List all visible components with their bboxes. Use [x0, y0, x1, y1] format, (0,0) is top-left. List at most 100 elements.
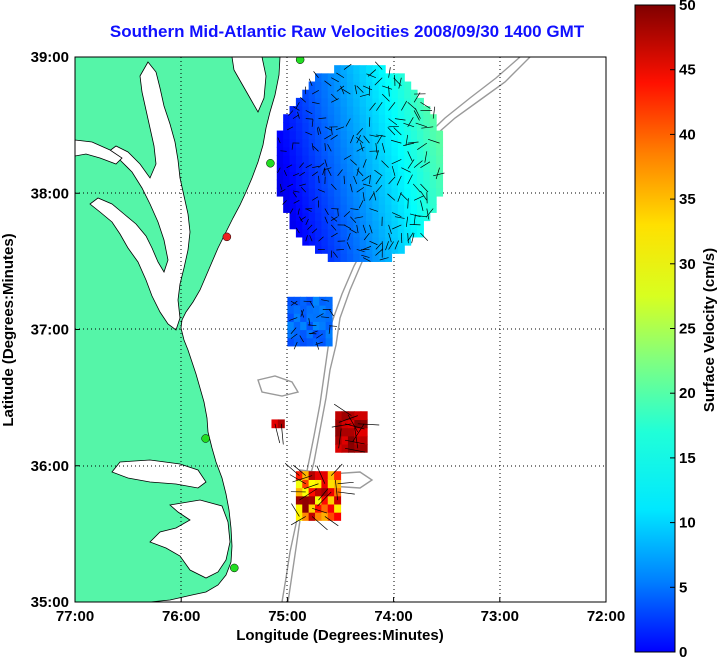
velocity-cell: [340, 97, 348, 107]
velocity-vector: [335, 480, 338, 501]
velocity-cell: [334, 155, 342, 164]
velocity-cell: [306, 337, 314, 347]
velocity-vector: [362, 85, 373, 91]
velocity-cell: [359, 204, 367, 213]
velocity-cell: [416, 171, 424, 181]
velocity-cell: [346, 146, 354, 156]
velocity-cell: [327, 245, 335, 254]
velocity-cell: [289, 212, 297, 222]
velocity-cell: [334, 73, 342, 83]
velocity-vector: [283, 170, 287, 176]
velocity-cell: [436, 130, 444, 140]
velocity-vector: [394, 216, 405, 219]
velocity-cell: [410, 114, 418, 123]
velocity-vector: [328, 325, 331, 334]
velocity-vector: [343, 175, 345, 185]
velocity-vector: [300, 310, 304, 318]
velocity-vector: [420, 232, 429, 242]
velocity-vector: [414, 108, 421, 119]
velocity-cell: [436, 179, 444, 189]
y-tick-label: 38:00: [31, 185, 69, 202]
velocity-vector: [292, 114, 299, 119]
velocity-cell: [404, 122, 412, 132]
velocity-vector: [375, 242, 383, 250]
colorbar-tick-label: 40: [679, 126, 696, 143]
velocity-cell: [287, 337, 295, 347]
velocity-vector: [297, 208, 300, 215]
velocity-vector: [361, 254, 370, 258]
velocity-vector: [316, 465, 326, 484]
velocity-cell: [295, 155, 303, 164]
velocity-cell: [315, 138, 322, 148]
velocity-vector: [337, 208, 339, 217]
velocity-vector: [300, 97, 306, 103]
velocity-vector: [328, 309, 334, 317]
velocity-cell: [346, 106, 354, 115]
velocity-vector: [291, 143, 294, 150]
velocity-vector: [318, 488, 329, 501]
velocity-vector: [316, 333, 323, 339]
velocity-vector: [286, 126, 294, 131]
radar-station-marker: [222, 232, 232, 242]
velocity-cell: [429, 163, 437, 173]
velocity-cell: [391, 228, 399, 238]
velocity-vector: [290, 327, 297, 335]
velocity-vector: [356, 187, 365, 193]
velocity-cell: [372, 163, 380, 173]
velocity-cell: [404, 106, 412, 115]
velocity-cell: [341, 427, 349, 437]
velocity-vector: [349, 228, 357, 234]
velocity-vector: [375, 176, 382, 185]
velocity-vector: [350, 183, 353, 193]
velocity-cell: [436, 146, 444, 156]
velocity-cell: [423, 179, 431, 189]
velocity-cell: [372, 81, 380, 91]
velocity-cell: [365, 187, 373, 197]
potomac-river: [75, 139, 123, 165]
velocity-vector: [279, 183, 283, 190]
velocity-cell: [360, 443, 368, 453]
velocity-cell: [353, 130, 361, 140]
velocity-cell: [372, 187, 380, 197]
velocity-cell: [321, 204, 329, 213]
velocity-vector: [354, 427, 359, 449]
velocity-cell: [287, 313, 295, 322]
velocity-cell: [359, 97, 367, 107]
velocity-cell: [353, 253, 361, 262]
velocity-vector: [392, 224, 402, 230]
colorbar-label: Surface Velocity (cm/s): [701, 248, 718, 412]
plot-area: [75, 57, 606, 602]
velocity-vector: [316, 341, 320, 350]
colorbar-tick-label: 35: [679, 191, 696, 208]
velocity-cell: [372, 171, 380, 181]
velocity-cell: [346, 236, 354, 246]
velocity-cell: [372, 114, 380, 123]
velocity-cell: [385, 195, 393, 205]
y-tick-label: 35:00: [31, 594, 69, 611]
velocity-cell: [372, 130, 380, 140]
velocity-cell: [334, 187, 342, 197]
velocity-cell: [302, 228, 310, 238]
velocity-cell: [410, 204, 418, 213]
velocity-vector: [289, 208, 294, 214]
velocity-cell: [327, 471, 335, 480]
chesapeake-bay: [89, 61, 191, 331]
velocity-vector: [299, 183, 306, 187]
colorbar-tick-label: 25: [679, 321, 696, 338]
velocity-cell: [327, 187, 335, 197]
velocity-cell: [353, 146, 361, 156]
velocity-vector: [331, 423, 352, 428]
velocity-cell: [429, 195, 437, 205]
velocity-cell: [410, 146, 418, 156]
velocity-vector: [388, 67, 391, 78]
velocity-cell: [397, 245, 405, 254]
velocity-cell: [302, 130, 310, 140]
velocity-vector: [330, 126, 333, 135]
velocity-vector: [357, 423, 380, 426]
velocity-cell: [325, 337, 333, 347]
velocity-cell: [283, 114, 291, 123]
velocity-cell: [315, 89, 322, 99]
colorbar-tick-label: 10: [679, 515, 696, 532]
velocity-cell: [308, 106, 316, 115]
velocity-cell: [276, 163, 284, 173]
